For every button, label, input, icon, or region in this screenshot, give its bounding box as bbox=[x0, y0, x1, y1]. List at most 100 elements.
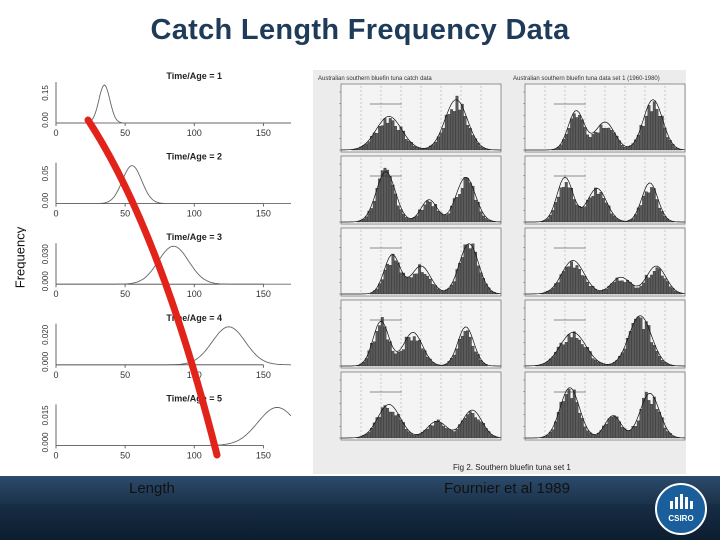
histogram-bar bbox=[455, 429, 459, 439]
histogram-bar bbox=[404, 429, 408, 439]
density-curve bbox=[56, 245, 291, 285]
panel-x-tick: 50 bbox=[120, 289, 130, 299]
histogram-bar bbox=[399, 209, 403, 223]
histogram-bar bbox=[431, 284, 435, 295]
panel-x-tick: 50 bbox=[120, 209, 130, 219]
histogram-bar bbox=[631, 218, 635, 223]
histogram-bar bbox=[428, 278, 432, 295]
histogram-bar bbox=[658, 356, 662, 367]
histogram-bar bbox=[391, 253, 395, 295]
histogram-bar bbox=[596, 132, 600, 151]
histogram-grid: Australian southern bluefin tuna catch d… bbox=[313, 70, 686, 474]
panel-x-tick: 50 bbox=[120, 128, 130, 138]
histogram-bar bbox=[658, 207, 662, 223]
panel-title: Time/Age = 1 bbox=[166, 71, 222, 81]
histogram-bar bbox=[607, 418, 611, 439]
histogram-bar bbox=[604, 289, 608, 295]
histogram-bar bbox=[468, 336, 472, 367]
histogram-bar bbox=[375, 288, 379, 295]
histogram-bar bbox=[386, 408, 390, 439]
histogram-bar bbox=[375, 188, 379, 223]
histogram-bar bbox=[388, 341, 392, 367]
histogram-bar bbox=[436, 419, 440, 439]
histogram-bar bbox=[583, 426, 587, 439]
histogram-bar bbox=[474, 199, 478, 223]
histogram-bar bbox=[391, 350, 395, 367]
histogram-bar bbox=[407, 218, 411, 223]
histogram-bar bbox=[407, 337, 411, 367]
histogram-bar bbox=[650, 187, 654, 223]
histogram-bar bbox=[431, 425, 435, 439]
panel-x-tick: 100 bbox=[187, 289, 202, 299]
histogram-bar bbox=[586, 281, 590, 295]
fitted-curve bbox=[525, 260, 686, 295]
panel-y-tick: 0.000 bbox=[41, 271, 50, 292]
panel-y-tick: 0.015 bbox=[41, 405, 50, 426]
histogram-bar bbox=[572, 199, 576, 223]
histogram-bar bbox=[623, 348, 627, 367]
histogram-bar bbox=[623, 146, 627, 151]
histogram-bar bbox=[370, 208, 374, 223]
histogram-bar bbox=[620, 145, 624, 151]
panel-x-tick: 0 bbox=[53, 289, 58, 299]
histogram-bar bbox=[452, 281, 456, 295]
histogram-bar bbox=[378, 325, 382, 367]
histogram-bar bbox=[564, 266, 568, 295]
histogram-bar bbox=[434, 285, 438, 295]
histogram-bar bbox=[410, 277, 414, 295]
panel-x-tick: 50 bbox=[120, 450, 130, 460]
histogram-bar bbox=[420, 209, 424, 223]
histogram-bar bbox=[388, 176, 392, 223]
histogram-bar bbox=[580, 207, 584, 223]
histogram-bar bbox=[652, 188, 656, 223]
histogram-bar bbox=[412, 145, 416, 151]
histogram-bar bbox=[626, 430, 630, 439]
histogram-bar bbox=[594, 132, 598, 151]
panel-x-tick: 150 bbox=[256, 209, 271, 219]
histogram-bar bbox=[458, 338, 462, 367]
histogram-bar bbox=[450, 109, 454, 151]
histogram-bar bbox=[599, 291, 603, 295]
histogram-bar bbox=[471, 413, 475, 439]
histogram-bar bbox=[655, 109, 659, 151]
histogram-bar bbox=[463, 417, 467, 439]
histogram-bar bbox=[559, 144, 563, 151]
histogram-bar bbox=[580, 418, 584, 439]
x-axis-label: Length bbox=[129, 480, 175, 497]
histogram-bar bbox=[666, 281, 670, 295]
histogram-bar bbox=[626, 280, 630, 295]
histogram-bar bbox=[570, 398, 574, 439]
histogram-bar bbox=[396, 205, 400, 223]
fitted-curve bbox=[524, 315, 685, 367]
histogram-bar bbox=[396, 262, 400, 295]
histogram-bar bbox=[548, 215, 552, 223]
histogram-bar bbox=[634, 287, 638, 295]
histogram-bar bbox=[466, 125, 470, 151]
histogram-bar bbox=[572, 267, 576, 295]
histogram-bar bbox=[663, 362, 667, 367]
histogram-bar bbox=[394, 193, 398, 223]
panel-stack: Time/Age = 1 0.00 0.15 0 50 100 150 Time/Age = … bbox=[41, 71, 292, 460]
histogram-bar bbox=[455, 95, 459, 151]
histogram-bar bbox=[618, 280, 622, 295]
fitted-curve bbox=[525, 176, 685, 223]
histogram-bar bbox=[594, 435, 598, 439]
footer-bar bbox=[0, 476, 720, 540]
histogram-bar bbox=[466, 178, 470, 223]
histogram-bar bbox=[391, 411, 395, 439]
histogram-bar bbox=[628, 282, 632, 295]
histogram-bar bbox=[580, 275, 584, 295]
histogram-bar bbox=[591, 195, 595, 223]
fitted-curve bbox=[341, 320, 501, 367]
histogram-bar bbox=[466, 244, 470, 295]
histogram-bar bbox=[415, 340, 419, 367]
histogram-bar bbox=[364, 143, 368, 151]
fitted-curve bbox=[525, 99, 686, 151]
histogram-bar bbox=[612, 132, 616, 151]
histogram-bar bbox=[588, 286, 592, 295]
simulated-length-frequency-panels: Time/Age = 1 0.00 0.15 0 50 100 150 Time/Age = … bbox=[26, 67, 296, 470]
histogram-bar bbox=[559, 187, 563, 223]
histogram-bar bbox=[655, 351, 659, 367]
histogram-bar bbox=[442, 214, 446, 223]
histogram-bar bbox=[639, 285, 643, 295]
